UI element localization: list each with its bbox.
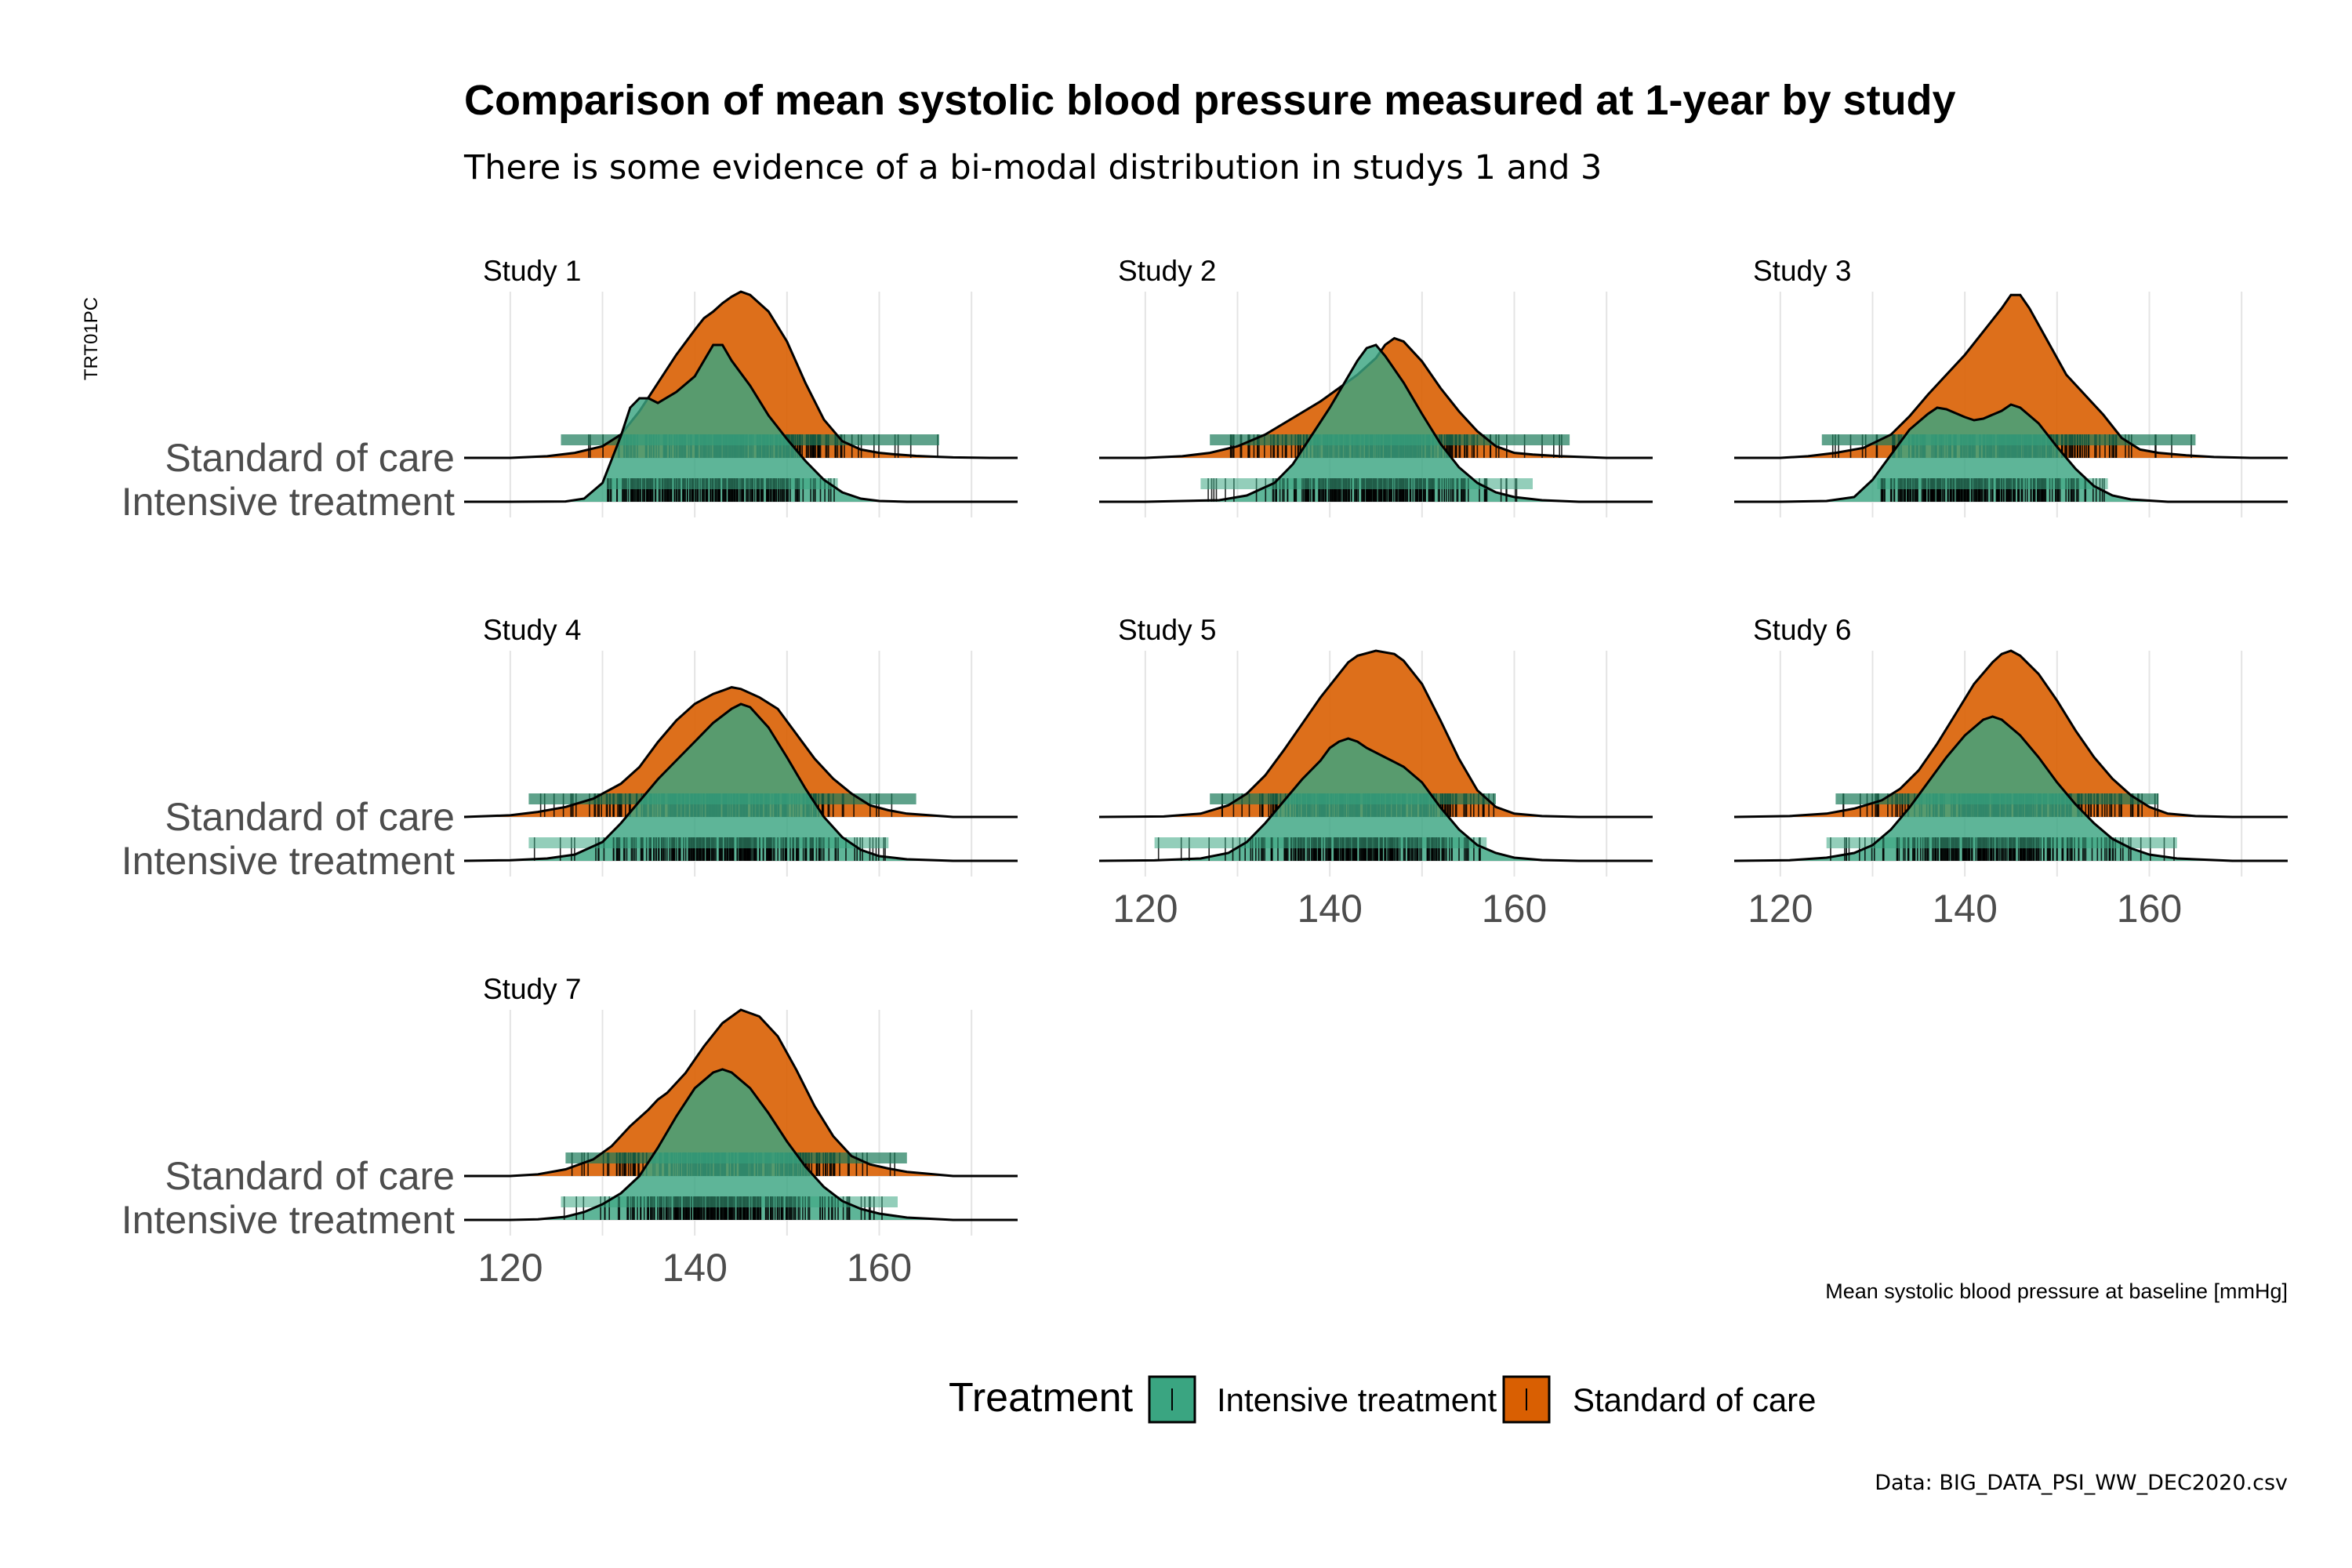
panel-title: Study 1 <box>483 255 581 287</box>
rug-band <box>1154 837 1487 848</box>
density-outline-standard <box>463 686 1018 818</box>
x-tick-label: 120 <box>1748 887 1813 931</box>
y-tick-label: Intensive treatment <box>122 839 455 883</box>
density-fill-intensive <box>1780 405 2168 502</box>
x-axis-title: Mean systolic blood pressure at baseline… <box>1825 1279 2288 1303</box>
density-outline-standard <box>1099 336 1653 459</box>
panel-3: Study 3 <box>1734 255 2288 517</box>
chart-title: Comparison of mean systolic blood pressu… <box>464 77 1956 124</box>
y-tick-label: Standard of care <box>165 795 455 839</box>
density-fill-standard <box>510 292 990 458</box>
density-outline-intensive <box>1098 737 1653 862</box>
legend-key-standard <box>1502 1375 1551 1424</box>
y-tick-label: Intensive treatment <box>122 1198 455 1242</box>
panel-6: Study 6 120 140 160 <box>1733 614 2288 931</box>
rug-band <box>528 837 889 848</box>
rug-band <box>1826 837 2177 848</box>
rug-band <box>1200 478 1533 489</box>
x-tick-label: 120 <box>477 1246 543 1290</box>
rug-intensive <box>528 837 889 861</box>
rug-intensive <box>1826 837 2177 861</box>
density-outline-intensive <box>464 343 1018 503</box>
rug-band <box>1877 478 2108 489</box>
density-outline-intensive <box>1733 715 2288 862</box>
y-tick-label: Standard of care <box>165 1154 455 1198</box>
x-tick-label: 160 <box>2117 887 2182 931</box>
y-axis-title: TRT01PC <box>81 297 102 380</box>
density-outline-intensive <box>1099 343 1653 503</box>
x-tick-label: 160 <box>847 1246 912 1290</box>
panel-title: Study 3 <box>1753 255 1851 287</box>
density-outline-intensive <box>1734 403 2288 503</box>
density-fill-intensive <box>510 1069 953 1220</box>
rug-intensive <box>1200 478 1533 502</box>
density-outline-standard <box>1733 649 2288 818</box>
density-fill-intensive <box>464 704 953 861</box>
density-fill-intensive <box>1145 345 1579 502</box>
panel-title: Study 7 <box>483 973 581 1005</box>
panel-2: Study 2 <box>1099 255 1653 517</box>
x-tick-label: 120 <box>1112 887 1178 931</box>
legend-title: Treatment <box>949 1375 1134 1421</box>
legend-key-intensive <box>1148 1375 1196 1424</box>
x-tick-label: 140 <box>662 1246 727 1290</box>
rug-intensive <box>1154 837 1487 861</box>
rug-intensive <box>1877 478 2108 502</box>
chart-subtitle: There is some evidence of a bi-modal dis… <box>463 148 1602 187</box>
x-tick-label: 160 <box>1482 887 1547 931</box>
density-outline-intensive <box>464 1068 1018 1221</box>
legend-label-intensive: Intensive treatment <box>1217 1381 1497 1418</box>
density-outline-standard <box>464 1008 1018 1178</box>
rug-intensive <box>607 478 838 502</box>
density-outline-standard <box>1734 293 2288 459</box>
density-outline-intensive <box>463 702 1018 862</box>
rug-band <box>561 1196 898 1207</box>
density-fill-intensive <box>510 345 907 502</box>
panel-title: Study 4 <box>483 614 581 646</box>
y-tick-label: Standard of care <box>165 436 455 480</box>
density-fill-intensive <box>1734 717 2233 861</box>
density-fill-standard <box>1099 651 1579 817</box>
x-tick-label: 140 <box>1932 887 1997 931</box>
panel-title: Study 6 <box>1753 614 1851 646</box>
density-fill-standard <box>1780 295 2251 458</box>
panel-title: Study 5 <box>1118 614 1216 646</box>
rug-band <box>607 478 838 489</box>
panel-title: Study 2 <box>1118 255 1216 287</box>
density-outline-standard <box>464 290 1018 459</box>
legend: Treatment Intensive treatment Standard o… <box>949 1375 1817 1424</box>
density-outline-standard <box>1098 649 1653 818</box>
y-tick-label: Intensive treatment <box>122 480 455 524</box>
rug-intensive <box>561 1196 898 1220</box>
x-tick-label: 140 <box>1297 887 1362 931</box>
panel-5: Study 5 120 140 160 <box>1098 614 1653 931</box>
legend-label-standard: Standard of care <box>1573 1381 1817 1418</box>
caption: Data: BIG_DATA_PSI_WW_DEC2020.csv <box>1875 1471 2288 1495</box>
